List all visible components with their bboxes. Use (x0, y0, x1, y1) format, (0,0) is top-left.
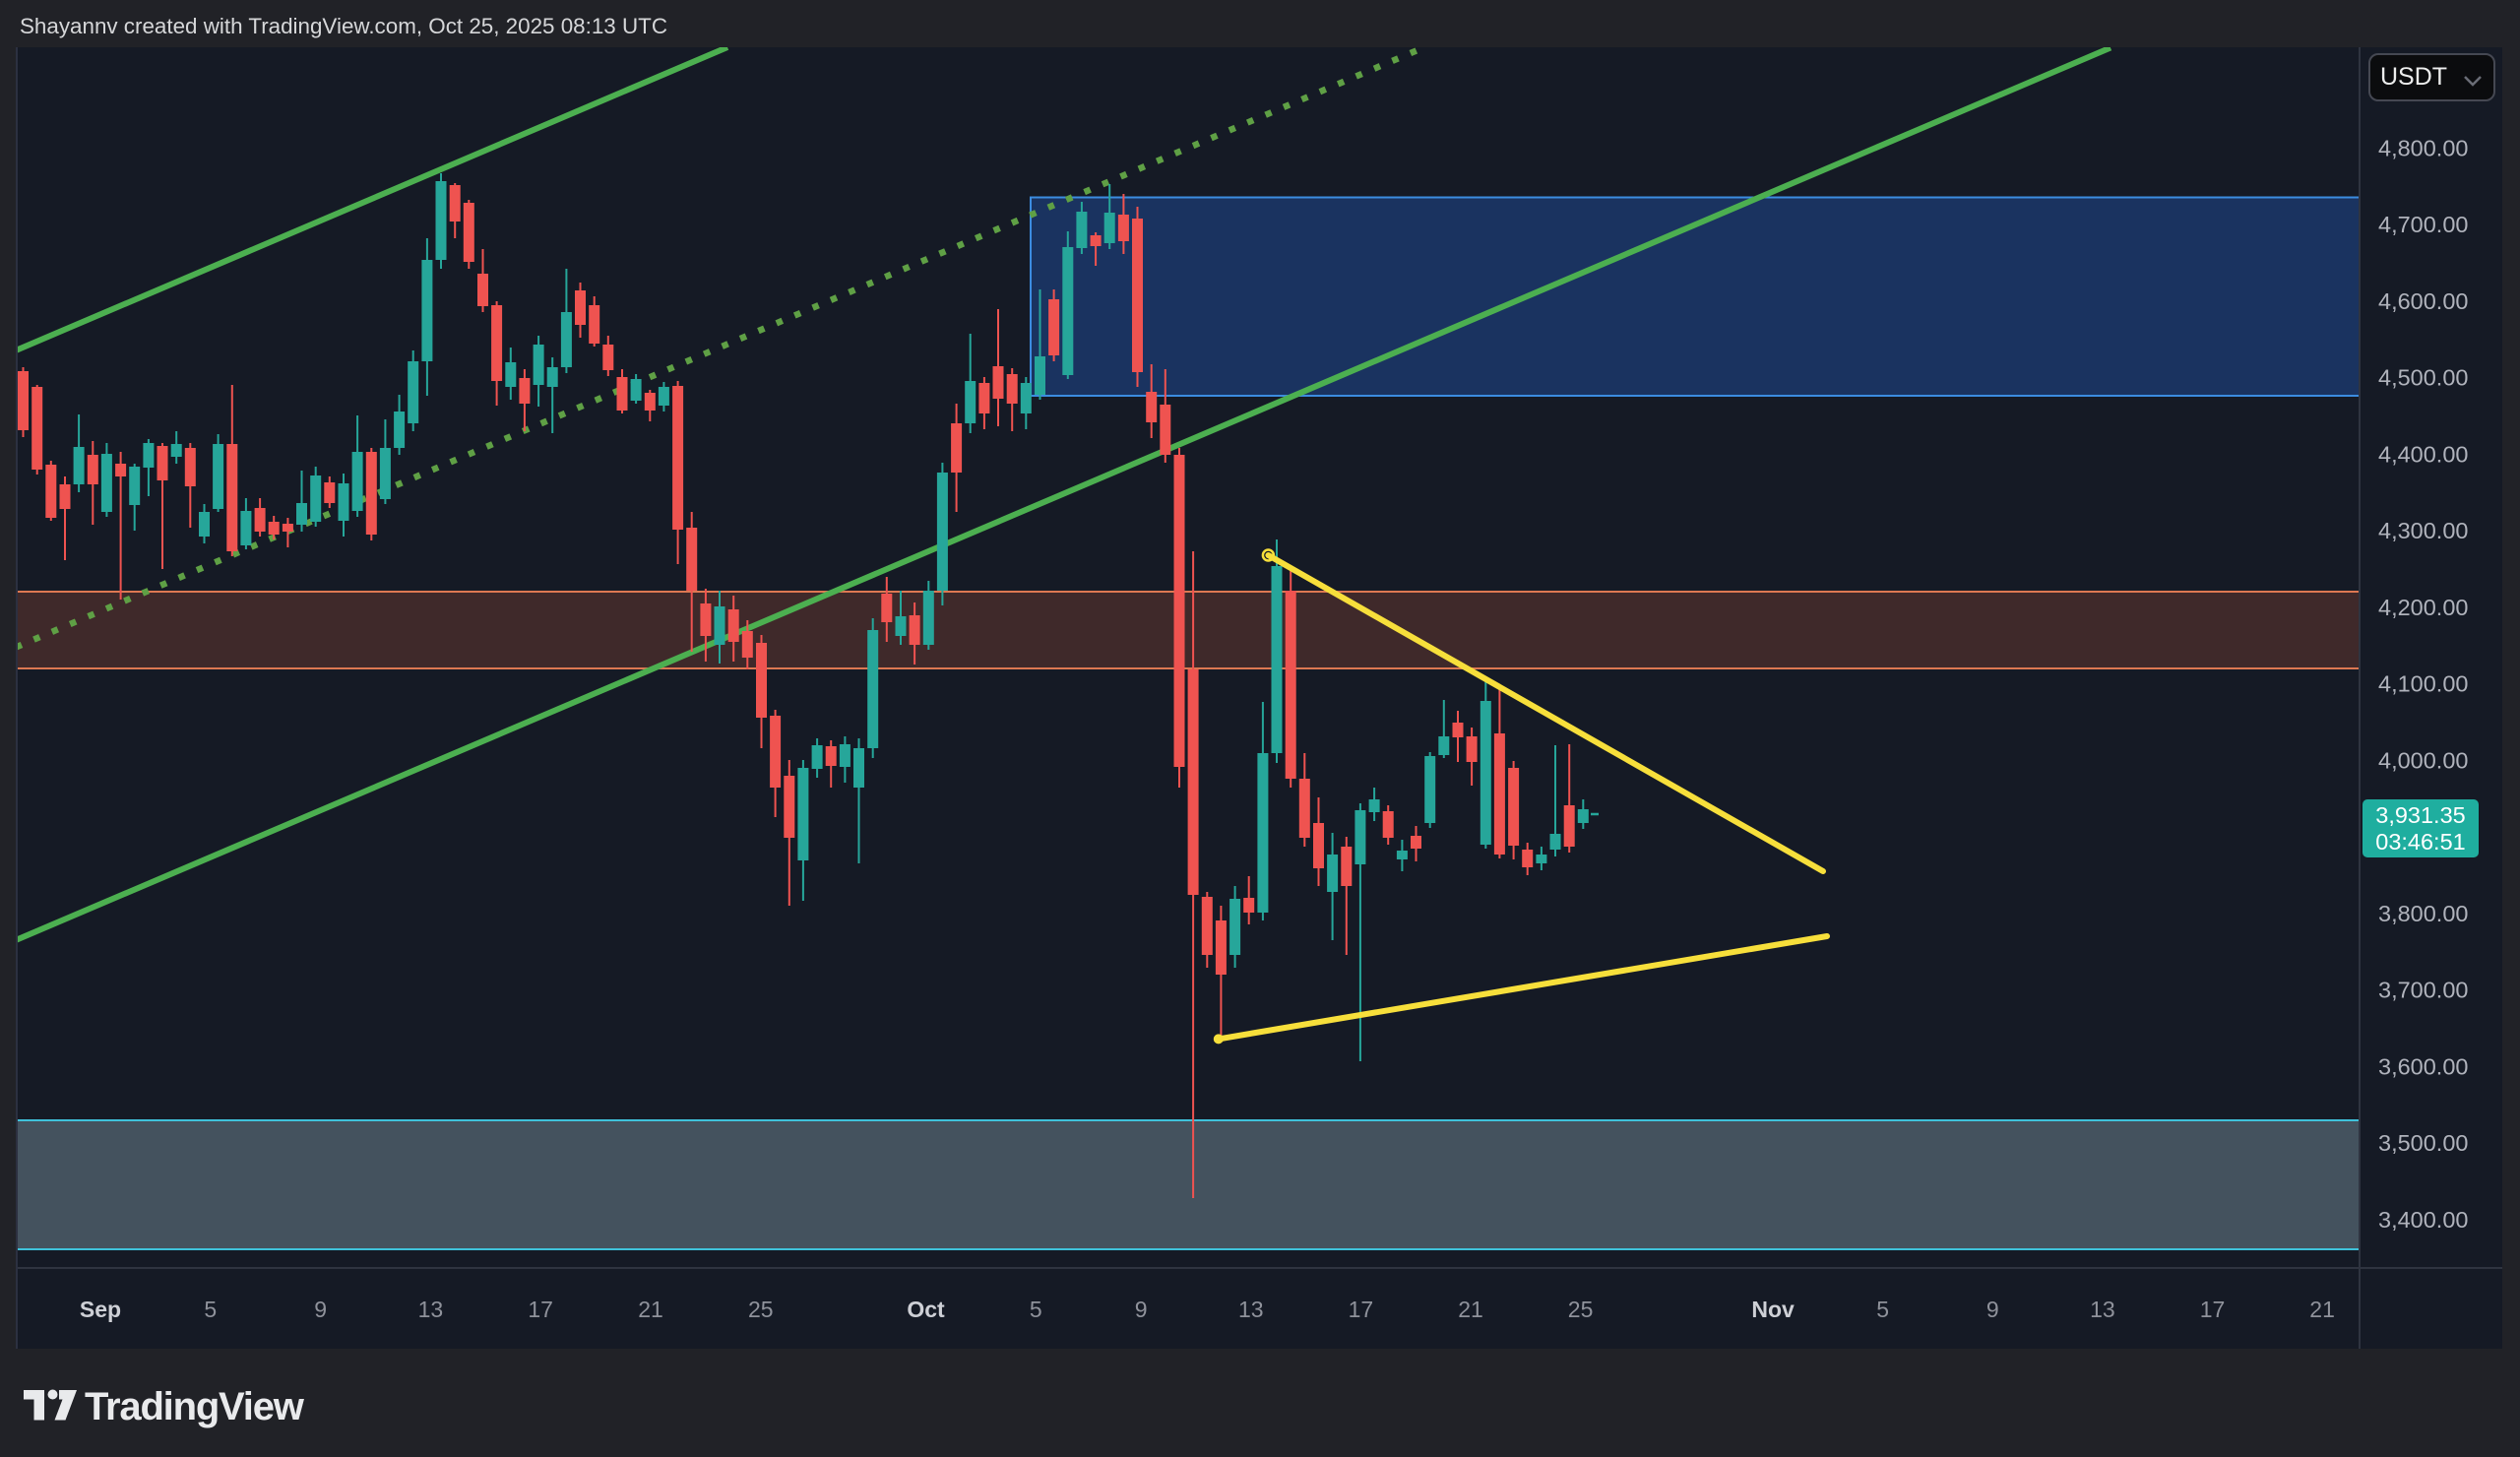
svg-text:21: 21 (1458, 1297, 1483, 1322)
svg-text:3,400.00: 3,400.00 (2378, 1207, 2468, 1233)
svg-text:3,600.00: 3,600.00 (2378, 1053, 2468, 1079)
svg-text:17: 17 (2200, 1297, 2226, 1322)
svg-text:25: 25 (748, 1297, 774, 1322)
svg-text:3,700.00: 3,700.00 (2378, 978, 2468, 1003)
svg-text:9: 9 (314, 1297, 327, 1322)
svg-text:5: 5 (204, 1297, 217, 1322)
svg-text:3,500.00: 3,500.00 (2378, 1130, 2468, 1156)
svg-text:Nov: Nov (1751, 1297, 1795, 1322)
svg-text:21: 21 (638, 1297, 663, 1322)
svg-text:4,500.00: 4,500.00 (2378, 365, 2468, 391)
svg-text:USDT: USDT (2380, 63, 2447, 91)
svg-text:5: 5 (1876, 1297, 1889, 1322)
svg-text:4,400.00: 4,400.00 (2378, 441, 2468, 467)
svg-text:03:46:51: 03:46:51 (2375, 829, 2465, 855)
svg-text:3,931.35: 3,931.35 (2375, 802, 2465, 828)
svg-text:13: 13 (418, 1297, 444, 1322)
svg-text:4,200.00: 4,200.00 (2378, 595, 2468, 620)
svg-text:21: 21 (2309, 1297, 2335, 1322)
svg-text:4,600.00: 4,600.00 (2378, 288, 2468, 314)
svg-text:4,300.00: 4,300.00 (2378, 518, 2468, 543)
svg-text:4,700.00: 4,700.00 (2378, 212, 2468, 237)
svg-text:17: 17 (528, 1297, 553, 1322)
svg-text:Oct: Oct (907, 1297, 945, 1322)
svg-text:9: 9 (1986, 1297, 1999, 1322)
svg-text:TradingView: TradingView (85, 1385, 305, 1428)
svg-text:9: 9 (1135, 1297, 1148, 1322)
svg-text:4,000.00: 4,000.00 (2378, 747, 2468, 773)
svg-text:4,100.00: 4,100.00 (2378, 671, 2468, 697)
svg-text:3,800.00: 3,800.00 (2378, 901, 2468, 926)
svg-text:17: 17 (1349, 1297, 1374, 1322)
svg-text:4,800.00: 4,800.00 (2378, 135, 2468, 160)
svg-text:Sep: Sep (80, 1297, 121, 1322)
svg-text:13: 13 (2090, 1297, 2115, 1322)
svg-text:5: 5 (1030, 1297, 1042, 1322)
svg-text:25: 25 (1568, 1297, 1594, 1322)
svg-text:13: 13 (1238, 1297, 1264, 1322)
